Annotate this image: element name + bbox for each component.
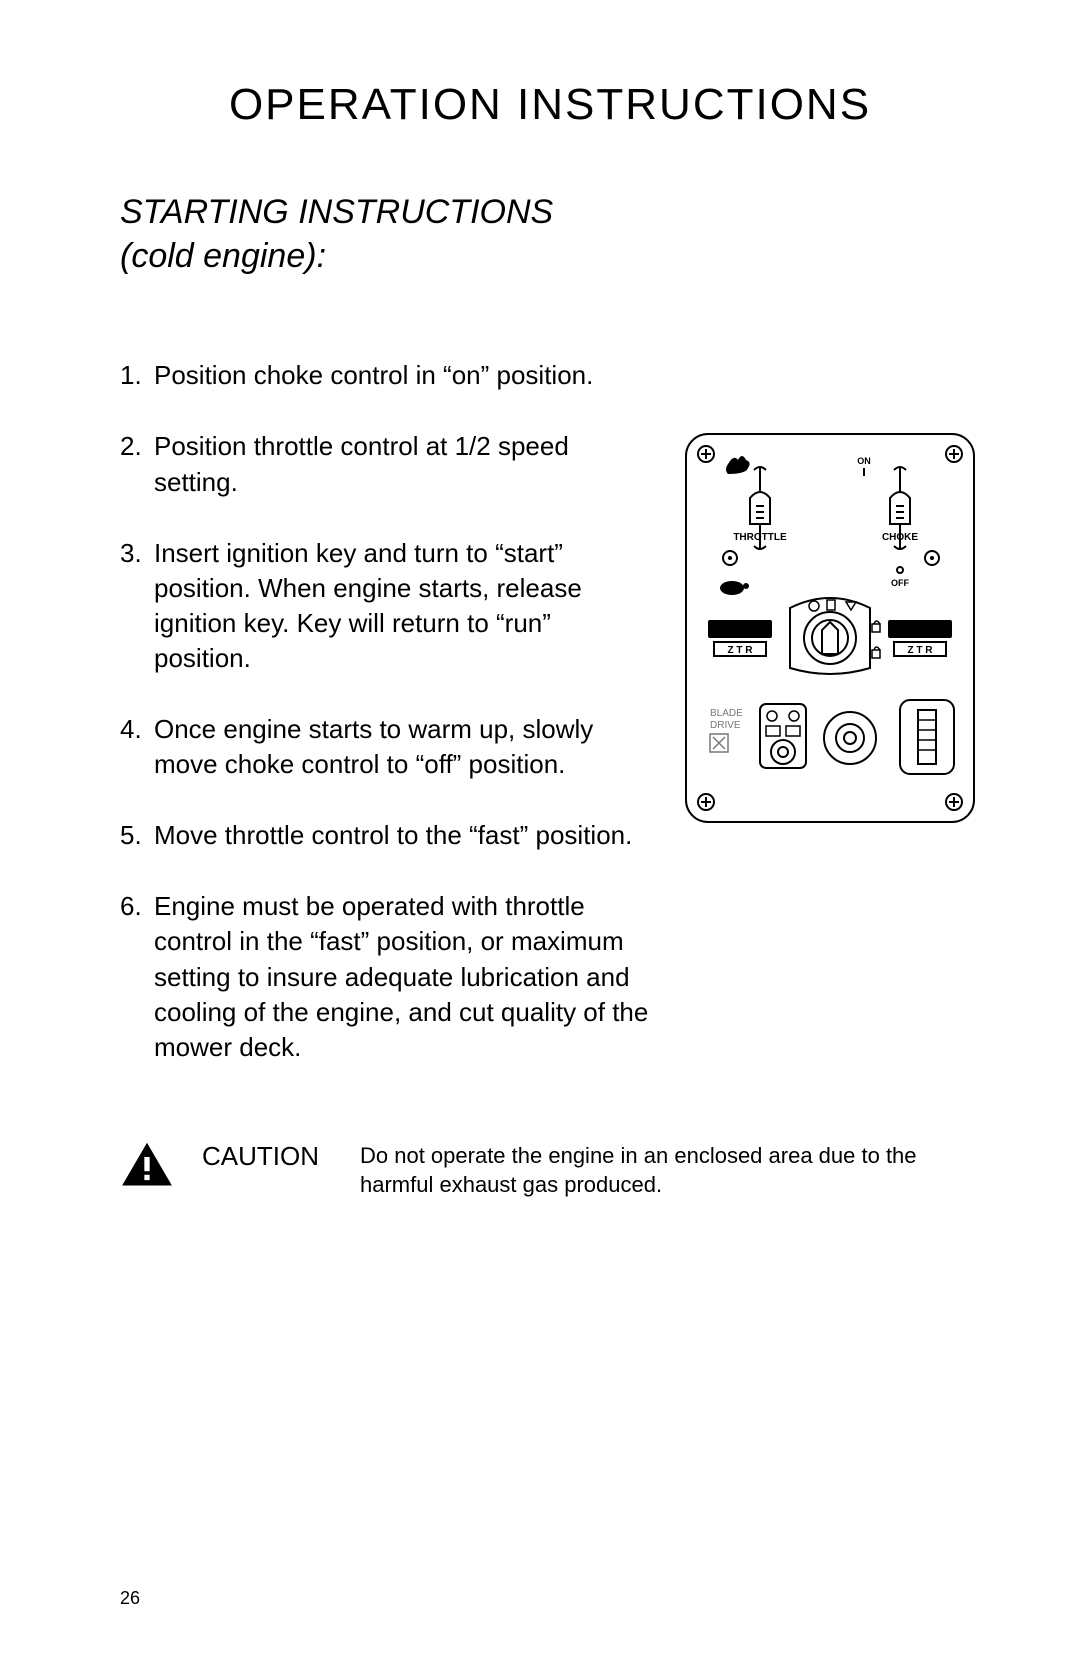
ztr-label-left: Z T R [728,645,754,656]
steps-list: 1. Position choke control in “on” positi… [120,358,650,1100]
page-title: OPERATION INSTRUCTIONS [120,80,980,130]
step-number: 2. [120,429,154,499]
step-number: 4. [120,712,154,782]
warning-triangle-icon [120,1141,174,1189]
off-label: OFF [891,578,909,588]
control-panel-diagram: THROTTLE ON CHOKE OFF [680,428,980,833]
step-1: 1. Position choke control in “on” positi… [120,358,650,393]
page: OPERATION INSTRUCTIONS STARTING INSTRUCT… [0,0,1080,1669]
step-text: Move throttle control to the “fast” posi… [154,818,650,853]
ztr-label-right: Z T R [908,645,934,656]
caution-label: CAUTION [202,1141,332,1172]
pto-switch-icon [760,704,806,768]
subtitle-line-1: STARTING INSTRUCTIONS [120,193,553,231]
page-number: 26 [120,1588,140,1609]
step-2: 2. Position throttle control at 1/2 spee… [120,429,650,499]
control-panel-svg: THROTTLE ON CHOKE OFF [680,428,980,828]
ignition-switch-icon [790,598,880,674]
step-5: 5. Move throttle control to the “fast” p… [120,818,650,853]
step-text: Position choke control in “on” position. [154,358,650,393]
step-number: 5. [120,818,154,853]
step-text: Insert ignition key and turn to “start” … [154,536,650,676]
step-number: 6. [120,889,154,1064]
step-3: 3. Insert ignition key and turn to “star… [120,536,650,676]
step-number: 3. [120,536,154,676]
step-text: Position throttle control at 1/2 speed s… [154,429,650,499]
step-number: 1. [120,358,154,393]
caution-row: CAUTION Do not operate the engine in an … [120,1141,980,1200]
push-to-reset-icon [824,712,876,764]
throttle-label: THROTTLE [733,532,787,543]
hour-meter-icon [900,700,954,774]
brand-plate-left: Z T R [708,620,772,656]
choke-label: CHOKE [882,532,918,543]
svg-text:BLADE: BLADE [710,708,743,719]
svg-text:DRIVE: DRIVE [710,720,741,731]
brand-plate-right: Z T R [888,620,952,656]
on-label: ON [857,456,871,466]
step-text: Once engine starts to warm up, slowly mo… [154,712,650,782]
step-4: 4. Once engine starts to warm up, slowly… [120,712,650,782]
subtitle: STARTING INSTRUCTIONS (cold engine): [120,190,980,278]
step-text: Engine must be operated with throttle co… [154,889,650,1064]
caution-text: Do not operate the engine in an enclosed… [360,1141,980,1200]
subtitle-line-2: (cold engine): [120,237,326,275]
body-row: 1. Position choke control in “on” positi… [120,358,980,1100]
step-6: 6. Engine must be operated with throttle… [120,889,650,1064]
